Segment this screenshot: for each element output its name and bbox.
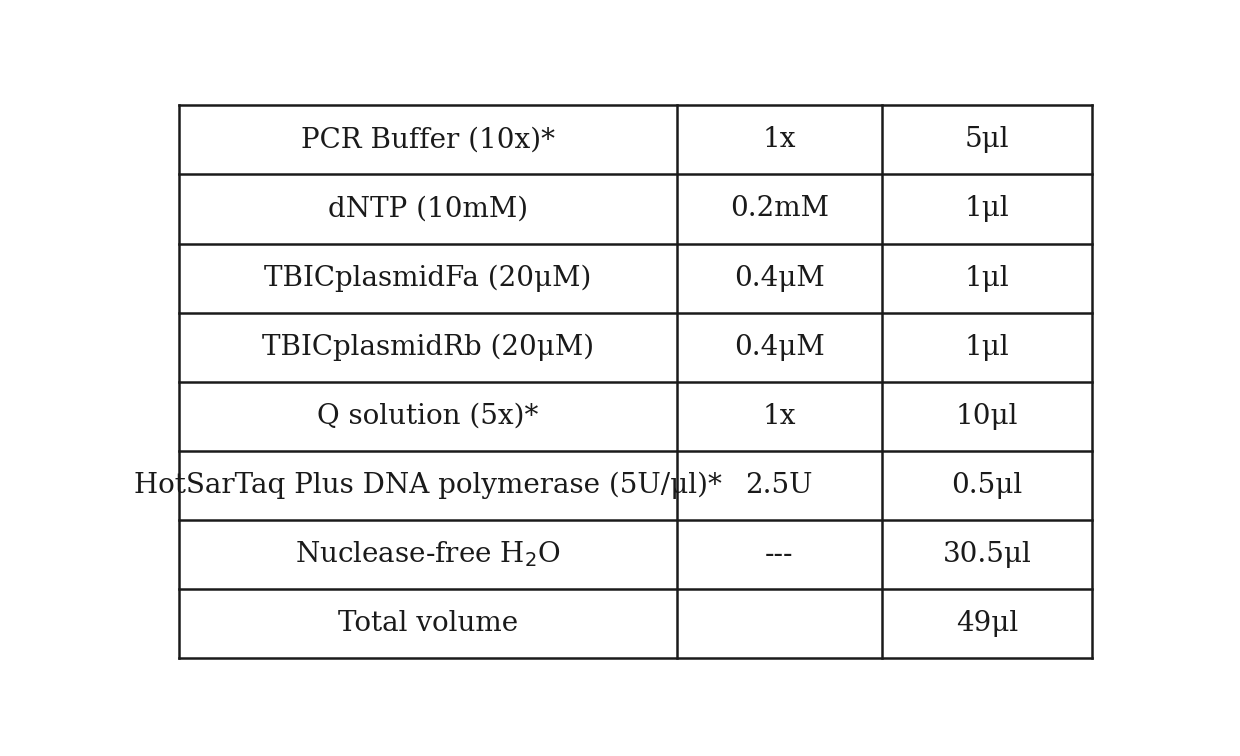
Text: Q solution (5x)*: Q solution (5x)* bbox=[317, 403, 538, 430]
Text: 0.4μM: 0.4μM bbox=[734, 333, 825, 361]
Text: PCR Buffer (10x)*: PCR Buffer (10x)* bbox=[301, 126, 554, 153]
Text: 1μl: 1μl bbox=[965, 333, 1009, 361]
Text: HotSarTaq Plus DNA polymerase (5U/μl)*: HotSarTaq Plus DNA polymerase (5U/μl)* bbox=[134, 472, 722, 499]
Text: 0.5μl: 0.5μl bbox=[951, 472, 1023, 499]
Text: 2.5U: 2.5U bbox=[745, 472, 813, 499]
Text: Nuclease-free H$_2$O: Nuclease-free H$_2$O bbox=[295, 540, 560, 569]
Text: Total volume: Total volume bbox=[337, 610, 518, 637]
Text: TBICplasmidFa (20μM): TBICplasmidFa (20μM) bbox=[264, 265, 591, 292]
Text: 1μl: 1μl bbox=[965, 196, 1009, 222]
Text: 0.4μM: 0.4μM bbox=[734, 265, 825, 292]
Text: 5μl: 5μl bbox=[965, 126, 1009, 153]
Text: 30.5μl: 30.5μl bbox=[942, 541, 1032, 568]
Text: 1x: 1x bbox=[763, 126, 796, 153]
Text: 49μl: 49μl bbox=[956, 610, 1018, 637]
Text: ---: --- bbox=[765, 541, 794, 568]
Text: 10μl: 10μl bbox=[956, 403, 1018, 430]
Text: 1μl: 1μl bbox=[965, 265, 1009, 292]
Text: 1x: 1x bbox=[763, 403, 796, 430]
Text: dNTP (10mM): dNTP (10mM) bbox=[327, 196, 528, 222]
Text: TBICplasmidRb (20μM): TBICplasmidRb (20μM) bbox=[262, 333, 594, 361]
Text: 0.2mM: 0.2mM bbox=[730, 196, 828, 222]
